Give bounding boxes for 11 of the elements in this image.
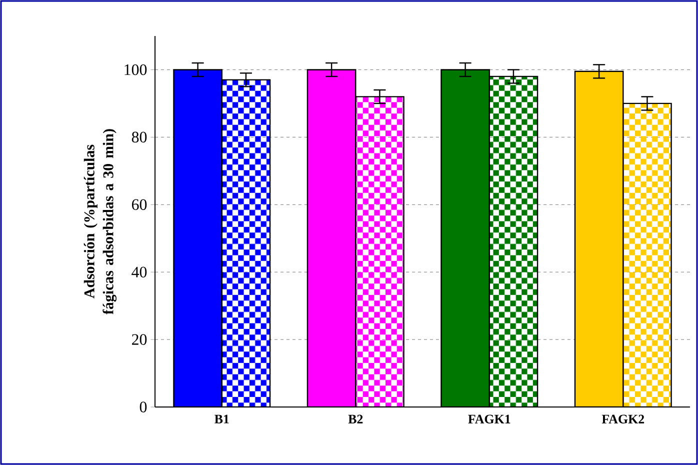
y-tick-label: 0 <box>140 402 147 412</box>
y-tick-label: 60 <box>132 199 147 210</box>
x-tick-label: B1 <box>214 414 229 424</box>
x-tick-label: FAGK2 <box>602 414 644 424</box>
y-axis-title: Adsorción (%partículas fágicas adsorbidas a 30 min) <box>84 129 116 314</box>
x-tick-label: FAGK1 <box>468 414 510 424</box>
y-tick-label: 80 <box>132 132 147 143</box>
y-tick-label: 40 <box>132 266 147 278</box>
x-tick-label: B2 <box>348 414 363 424</box>
y-tick-label: 100 <box>124 64 147 76</box>
y-tick-label: 20 <box>132 334 147 345</box>
